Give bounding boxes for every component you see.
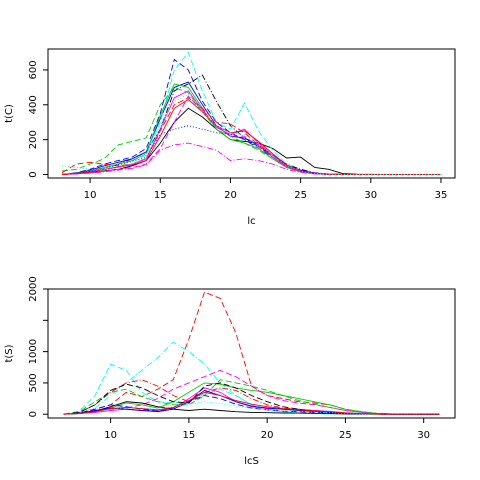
x-tick-label: 10 <box>104 430 117 441</box>
series-line-11 <box>63 389 440 415</box>
y-tick-label: 0 <box>28 171 39 177</box>
series-line-12 <box>61 99 441 175</box>
y-tick-label: 400 <box>28 95 39 114</box>
x-tick-label: 25 <box>339 430 352 441</box>
series-line-12 <box>63 401 440 415</box>
plot-frame <box>47 288 456 419</box>
chart-panel-top: 10 15 20 25 30 35 0 200 400 600 lc t(C) <box>4 48 456 227</box>
x-tick-label: 15 <box>183 430 196 441</box>
y-tick-label: 0 <box>28 411 39 417</box>
y-tick-label: 600 <box>28 60 39 79</box>
x-axis-label: lcS <box>244 456 259 467</box>
x-tick-label: 30 <box>417 430 430 441</box>
series-line-9 <box>61 142 441 175</box>
series-line-13 <box>61 93 441 175</box>
chart-panel-bottom: 10 15 20 25 30 0 500 1000 2000 lcS t(S) <box>4 276 456 467</box>
series-line-7 <box>63 387 440 415</box>
x-tick-label: 20 <box>224 190 237 201</box>
x-tick-label: 30 <box>364 190 377 201</box>
y-tick-label: 500 <box>28 373 39 392</box>
x-tick-label: 20 <box>261 430 274 441</box>
x-axis-label: lc <box>247 216 255 227</box>
y-axis-label: t(S) <box>4 344 15 362</box>
series-line-13 <box>63 391 440 415</box>
series-line-4 <box>61 51 441 175</box>
y-tick-label: 200 <box>28 130 39 149</box>
series-line-2 <box>63 341 440 415</box>
y-axis-label: t(C) <box>4 104 15 123</box>
series-line-5 <box>61 83 441 175</box>
plot-frame <box>47 48 456 179</box>
x-tick-label: 25 <box>294 190 307 201</box>
series-line-1 <box>61 74 441 175</box>
x-tick-label: 15 <box>154 190 167 201</box>
series-line-8 <box>61 95 441 175</box>
series-line-6 <box>61 86 441 175</box>
y-tick-label: 1000 <box>28 339 39 364</box>
y-tick-label: 2000 <box>28 276 39 301</box>
x-tick-label: 35 <box>435 190 448 201</box>
x-tick-label: 10 <box>84 190 97 201</box>
